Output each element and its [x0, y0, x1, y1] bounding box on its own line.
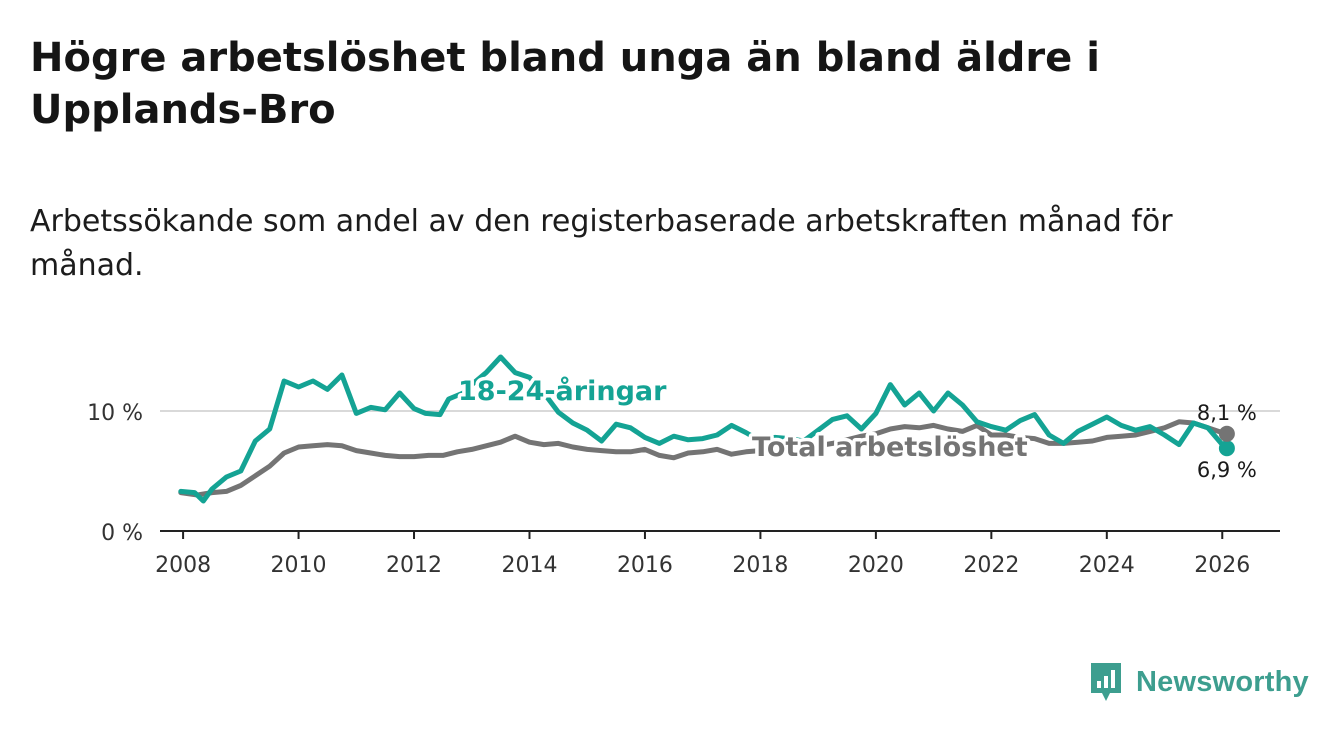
x-tick-label: 2012: [386, 553, 442, 578]
series-label-total: Total arbetslöshet: [752, 432, 1028, 463]
y-tick-label: 10 %: [87, 401, 143, 426]
end-marker-total: [1218, 425, 1235, 442]
end-label-total: 8,1 %: [1197, 401, 1257, 425]
series-label-youth: 18-24-åringar: [458, 375, 667, 407]
x-axis: 2008 2010 2012 2014 2016 2018 2020 2022 2024 2026: [155, 530, 1280, 578]
newsworthy-brand: Newsworthy: [1088, 660, 1309, 704]
x-tick-label: 2016: [617, 553, 673, 578]
y-axis-tick-labels: 0 % 10 %: [87, 401, 143, 546]
x-tick-label: 2022: [963, 553, 1019, 578]
x-tick-label: 2014: [501, 553, 557, 578]
series-lines: [178, 354, 1235, 504]
x-tick-label: 2018: [732, 553, 788, 578]
series-labels: 6,9 % 8,1 % 18-24-åringar Total arbetslöshe…: [455, 372, 1257, 483]
x-tick-label: 2024: [1079, 553, 1135, 578]
series-line-youth: [178, 354, 1230, 504]
series-line-total: [178, 419, 1230, 498]
y-tick-label: 0 %: [101, 521, 143, 546]
chart-subtitle: Arbetssökande som andel av den registerb…: [30, 204, 1173, 283]
x-tick-label: 2020: [848, 553, 904, 578]
x-tick-label: 2010: [271, 553, 327, 578]
end-marker-youth: [1218, 440, 1235, 457]
end-label-youth: 6,9 %: [1197, 458, 1257, 482]
chart-title: Högre arbetslöshet bland unga än bland ä…: [30, 35, 1100, 133]
newsworthy-logo-icon: [1091, 663, 1121, 701]
brand-name: Newsworthy: [1136, 665, 1309, 698]
x-tick-label: 2008: [155, 553, 211, 578]
x-tick-label: 2026: [1194, 553, 1250, 578]
